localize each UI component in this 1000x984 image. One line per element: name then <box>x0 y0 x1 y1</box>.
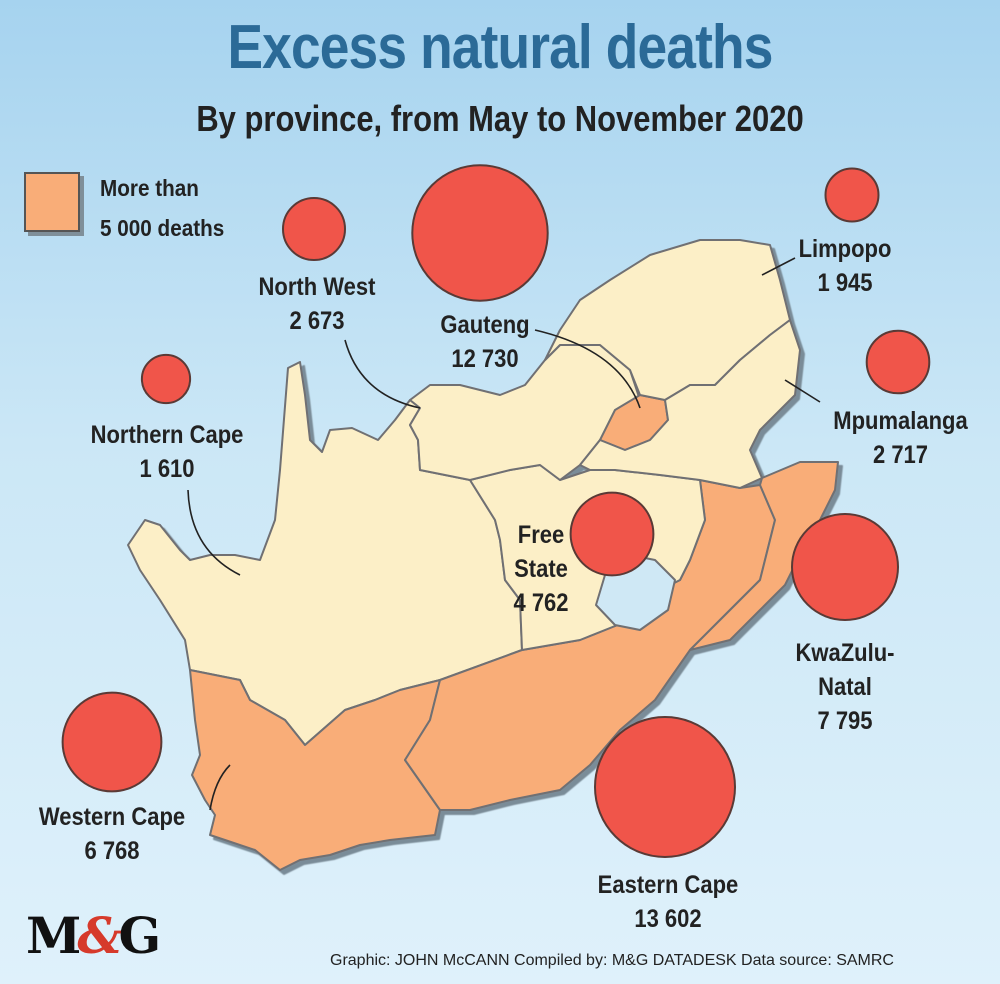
label-eastern-cape: Eastern Cape 13 602 <box>598 868 739 936</box>
bubble-northern-cape <box>140 353 192 405</box>
label-value: 2 673 <box>289 307 345 335</box>
credits: Graphic: JOHN McCANN Compiled by: M&G DA… <box>330 952 894 969</box>
leader-line-mpumalanga <box>784 379 821 403</box>
label-name: Mpumalanga <box>833 407 968 435</box>
label-value: 13 602 <box>634 905 702 933</box>
label-value: 4 762 <box>513 589 569 617</box>
page-subtitle: By province, from May to November 2020 <box>196 98 804 139</box>
label-mpumalanga: Mpumalanga 2 717 <box>828 404 973 472</box>
label-value: 1 945 <box>817 269 873 297</box>
leader-line-gauteng <box>534 329 641 409</box>
label-value: 2 717 <box>872 441 929 469</box>
label-limpopo: Limpopo 1 945 <box>797 232 894 300</box>
label-northern-cape: Northern Cape 1 610 <box>83 418 250 486</box>
label-free-state: Free State 4 762 <box>503 518 579 620</box>
label-gauteng: Gauteng 12 730 <box>428 308 542 376</box>
label-name-line-1: KwaZulu- <box>795 639 895 667</box>
bubble-north-west <box>282 197 346 261</box>
province-western-cape <box>189 669 441 871</box>
label-name: Eastern Cape <box>597 871 739 899</box>
label-name-line-1: Free <box>517 521 565 549</box>
label-value: 1 610 <box>139 455 195 483</box>
label-value: 6 768 <box>84 837 140 865</box>
bubble-mpumalanga <box>865 329 931 395</box>
label-value: 7 795 <box>817 707 873 735</box>
bubble-gauteng <box>411 164 549 302</box>
mg-logo: M&G <box>26 906 161 965</box>
leader-lines <box>187 257 821 811</box>
leader-line-north-west <box>344 339 421 409</box>
label-name-line-2: State <box>514 555 568 583</box>
label-kwazulu-natal: KwaZulu- Natal 7 795 <box>788 636 902 738</box>
bubble-eastern-cape <box>594 716 736 858</box>
bubble-kwazulu-natal <box>791 513 899 621</box>
label-name: Gauteng <box>440 311 530 339</box>
label-name-line-2: Natal <box>818 673 872 701</box>
label-name: Western Cape <box>38 803 186 831</box>
label-name: Northern Cape <box>90 421 244 449</box>
page-title: Excess natural deaths <box>227 13 773 82</box>
south-africa-map <box>127 239 839 871</box>
bubbles <box>61 164 931 858</box>
leader-line-limpopo <box>761 257 796 276</box>
legend: More than 5 000 deaths <box>100 168 224 248</box>
legend-line-1: More than <box>100 175 199 201</box>
leader-line-western-cape <box>209 764 231 811</box>
province-kwazulu-natal <box>689 461 839 651</box>
bubble-free-state <box>569 491 655 577</box>
legend-line-2: 5 000 deaths <box>100 215 225 241</box>
label-western-cape: Western Cape 6 768 <box>36 800 187 868</box>
bubble-western-cape <box>61 691 163 793</box>
label-name: North West <box>258 273 376 301</box>
legend-swatch <box>24 172 80 232</box>
label-value: 12 730 <box>451 345 519 373</box>
leader-line-northern-cape <box>187 489 241 576</box>
bubble-limpopo <box>824 167 880 223</box>
label-name: Limpopo <box>798 235 892 263</box>
label-north-west: North West 2 673 <box>251 270 383 338</box>
